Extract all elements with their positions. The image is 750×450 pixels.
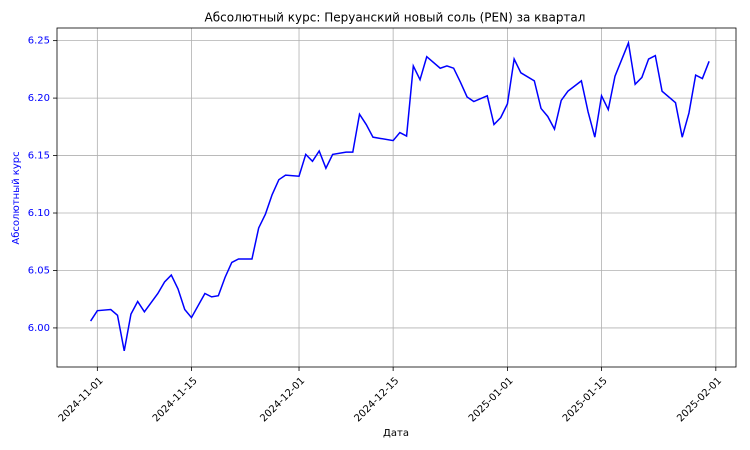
x-tick-label: 2024-11-01	[57, 375, 106, 424]
data-line	[89, 40, 710, 352]
x-tick-label: 2024-11-15	[151, 375, 200, 424]
chart-title: Абсолютный курс: Перуанский новый соль (…	[205, 11, 586, 25]
y-tick-label: 6.25	[28, 36, 50, 47]
plot-frame	[56, 27, 737, 368]
x-tick-label: 2024-12-01	[258, 375, 307, 424]
y-tick-label: 6.15	[28, 151, 50, 162]
y-tick-label: 6.20	[28, 93, 50, 104]
x-tick-label: 2025-02-01	[675, 375, 724, 424]
y-tick-label: 6.00	[28, 323, 50, 334]
x-tick-label: 2025-01-01	[467, 375, 516, 424]
y-axis-label: Абсолютный курс	[11, 151, 22, 244]
x-tick-label: 2025-01-15	[561, 375, 610, 424]
x-tick-label: 2024-12-15	[353, 375, 402, 424]
y-tick-label: 6.05	[28, 265, 50, 276]
x-axis-label: Дата	[383, 428, 409, 439]
y-tick-label: 6.10	[28, 208, 50, 219]
